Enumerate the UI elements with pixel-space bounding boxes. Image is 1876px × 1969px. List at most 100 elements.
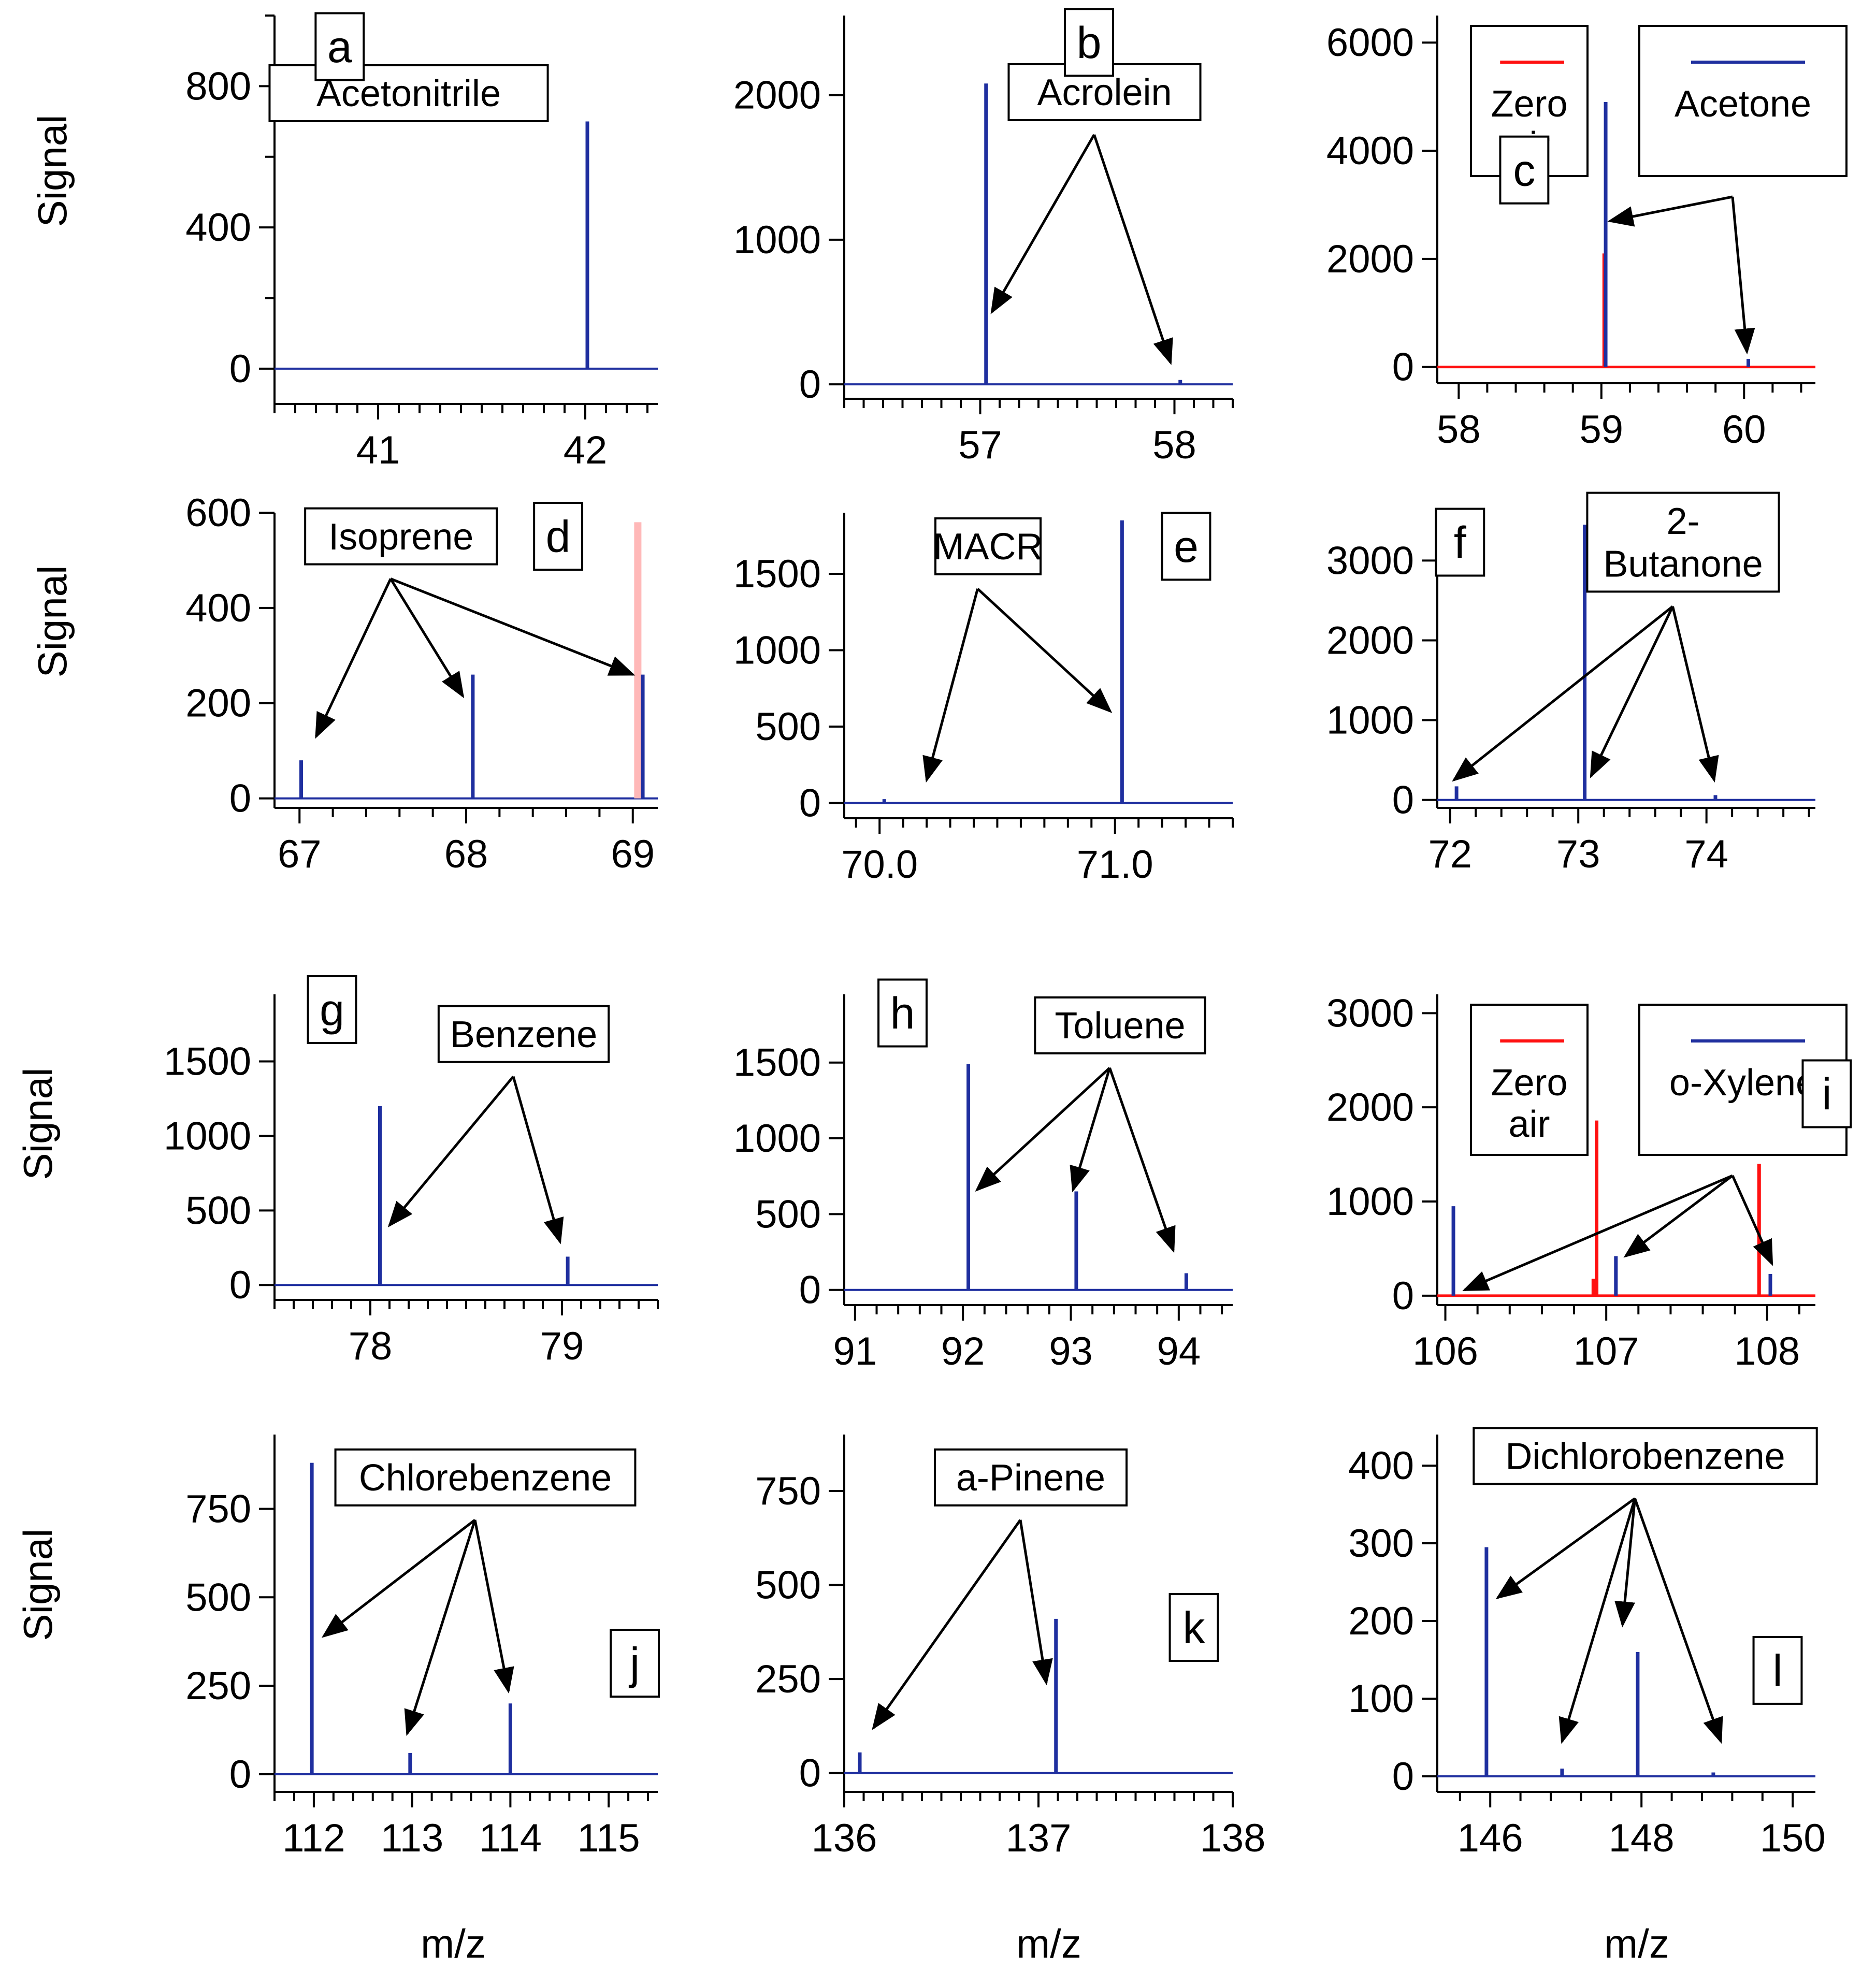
compound-label-a: Acetonitrile	[268, 64, 549, 122]
y-tick-label-c: 4000	[1326, 129, 1414, 173]
compound-label-l: Dichlorobenzene	[1473, 1427, 1818, 1485]
y-tick-label-i: 1000	[1326, 1180, 1414, 1224]
y-tick-label-l: 300	[1348, 1522, 1414, 1566]
y-tick-label-k: 0	[799, 1751, 821, 1796]
y-tick-label-c: 6000	[1326, 21, 1414, 65]
panel-letter-e-text: e	[1174, 522, 1199, 572]
y-tick-label-d: 600	[185, 491, 251, 535]
y-tick-label-k: 750	[755, 1469, 821, 1513]
arrow-f	[1452, 605, 1674, 782]
y-tick-label-d: 200	[185, 682, 251, 726]
y-tick-label-j: 0	[229, 1753, 251, 1797]
panel-letter-d-box	[533, 502, 584, 571]
y-axis-label-row-4: Signal	[15, 1529, 61, 1641]
x-tick-label-h: 94	[1157, 1329, 1201, 1373]
y-tick-label-e: 1500	[733, 552, 821, 596]
x-tick-label-l: 146	[1457, 1816, 1523, 1860]
panel-letter-f-box	[1435, 508, 1485, 577]
x-tick-label-h: 93	[1049, 1329, 1093, 1373]
panel-letter-j-box	[610, 1629, 660, 1698]
compound-label-e-text: MACR	[933, 526, 1043, 568]
y-tick-label-b: 1000	[733, 218, 821, 262]
panel-e: 0 500 1000 1500 70.0 71.0 MACR e	[733, 512, 1234, 887]
panel-letter-b: b	[1064, 8, 1114, 77]
panel-letter-c: c	[1499, 135, 1550, 205]
x-tick-label-j: 114	[479, 1816, 542, 1860]
y-tick-label-f: 2000	[1326, 618, 1414, 662]
y-tick-label-e: 500	[755, 705, 821, 749]
compound-label-g-text: Benzene	[450, 1014, 597, 1055]
y-tick-label-c: 2000	[1326, 237, 1414, 281]
panel-letter-f-text: f	[1454, 518, 1467, 568]
legend-box	[1470, 1004, 1589, 1156]
panel-letter-c-box	[1499, 135, 1550, 205]
arrow-h	[1108, 1067, 1176, 1253]
x-axis-label-col-1: m/z	[421, 1921, 486, 1966]
y-tick-label-d: 0	[229, 777, 251, 821]
y-tick-label-b: 2000	[733, 74, 821, 118]
legend-label: o-Xylene	[1669, 1062, 1816, 1104]
y-tick-label-h: 1500	[733, 1041, 821, 1085]
compound-label-d: Isoprene	[304, 507, 498, 566]
arrow-i	[1623, 1175, 1734, 1258]
arrow-e	[976, 588, 1113, 713]
arrow-h	[975, 1067, 1111, 1192]
y-tick-label-f: 0	[1392, 778, 1414, 822]
y-axis-label-row-1: Signal	[30, 115, 75, 227]
y-tick-label-c: 0	[1392, 345, 1414, 389]
y-tick-label-g: 500	[185, 1189, 251, 1233]
y-tick-label-i: 0	[1392, 1274, 1414, 1318]
y-tick-label-a: 800	[185, 64, 251, 108]
panel-letter-g-text: g	[320, 986, 344, 1035]
x-tick-label-k: 137	[1006, 1816, 1072, 1860]
legend-label: Zero	[1491, 1062, 1567, 1104]
panel-letter-h-text: h	[890, 989, 915, 1038]
panel-l: 0 100 200 300 400 146 148 150 Dichlorobenzene l	[1348, 1427, 1826, 1860]
arrow-j	[321, 1518, 476, 1638]
panel-letter-a-text: a	[327, 22, 352, 72]
y-tick-label-i: 2000	[1326, 1085, 1414, 1130]
compound-label-k: a-Pinene	[933, 1448, 1128, 1507]
arrow-d	[389, 578, 465, 699]
panel-letter-g: g	[307, 975, 357, 1044]
y-tick-label-l: 400	[1348, 1444, 1414, 1488]
compound-label-b: Acrolein	[1007, 63, 1202, 121]
compound-label-j: Chlorebenzene	[334, 1448, 637, 1507]
y-axis-label-row-3: Signal	[15, 1068, 61, 1180]
legend-sample-c: Acetone	[1638, 25, 1848, 177]
x-tick-label-a: 42	[564, 428, 608, 472]
y-tick-label-h: 0	[799, 1268, 821, 1312]
arrow-i	[1731, 1175, 1773, 1266]
x-tick-label-j: 113	[381, 1816, 443, 1860]
panel-letter-k: k	[1168, 1593, 1219, 1662]
panel-letter-a: a	[314, 12, 365, 81]
y-tick-label-g: 1500	[164, 1040, 251, 1084]
panel-letter-l-box	[1752, 1635, 1803, 1705]
compound-label-l-box	[1473, 1427, 1818, 1485]
panel-letter-d-text: d	[546, 512, 571, 562]
panel-h: 0 500 1000 1500 91 92 93 94 Toluene h	[733, 978, 1233, 1373]
arrow-l	[1558, 1498, 1636, 1744]
x-tick-label-d: 67	[278, 832, 322, 876]
x-tick-label-k: 136	[812, 1816, 877, 1860]
arrow-c	[1607, 195, 1733, 227]
compound-label-h-text: Toluene	[1055, 1005, 1185, 1047]
panel-letter-l: l	[1752, 1635, 1803, 1705]
legend-label: Acetone	[1675, 83, 1811, 125]
arrow-g	[512, 1076, 564, 1244]
arrow-b	[1093, 134, 1173, 365]
x-tick-label-e: 70.0	[841, 843, 918, 887]
compound-label-f-box	[1586, 491, 1780, 593]
panel-j: 0 250 500 750 112 113 114 115 Chlorebenzene j	[185, 1435, 660, 1860]
x-tick-label-d: 69	[611, 832, 655, 876]
arrow-f	[1671, 606, 1719, 783]
compound-label-k-text: a-Pinene	[956, 1457, 1105, 1499]
x-tick-label-g: 78	[349, 1324, 393, 1368]
arrow-e	[922, 588, 979, 783]
x-tick-label-c: 59	[1580, 408, 1624, 452]
y-tick-label-j: 750	[185, 1487, 251, 1531]
